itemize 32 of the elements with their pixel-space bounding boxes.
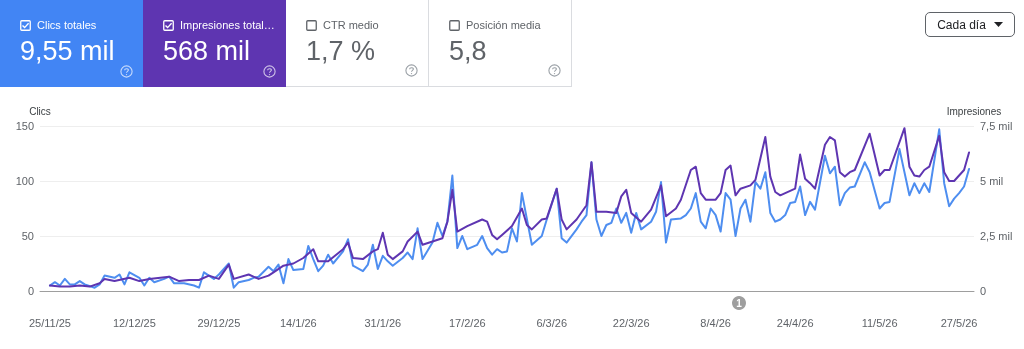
category-label: Impresiones total… bbox=[180, 19, 275, 31]
category-label: CTR medio bbox=[323, 19, 379, 31]
text: Cada día bbox=[937, 17, 986, 32]
category-label: Clics totales bbox=[37, 19, 97, 31]
x-tick-label: 6/3/26 bbox=[536, 316, 568, 329]
x-tick-label: 17/2/26 bbox=[448, 316, 486, 329]
y2-tick-label: 5 mil bbox=[980, 175, 1004, 187]
y-tick-label: 150 bbox=[15, 120, 34, 132]
text: 1,7 % bbox=[306, 36, 376, 66]
x-tick-label: 24/4/26 bbox=[776, 316, 814, 329]
text: 1 bbox=[736, 297, 743, 309]
text: 9,55 mil bbox=[20, 36, 115, 66]
x-tick-label: 29/12/25 bbox=[197, 316, 241, 329]
category-label: Posición media bbox=[466, 19, 541, 31]
x-tick-label: 8/4/26 bbox=[700, 316, 731, 329]
x-tick-label: 27/5/26 bbox=[940, 316, 978, 329]
y2-tick-label: 7,5 mil bbox=[980, 120, 1013, 132]
x-tick-label: 22/3/26 bbox=[612, 316, 650, 329]
y2-tick-label: 0 bbox=[980, 285, 987, 297]
y2-axis-title: Impresiones bbox=[946, 105, 1002, 117]
text: 5,8 bbox=[449, 36, 487, 66]
x-tick-label: 12/12/25 bbox=[112, 316, 156, 329]
x-tick-label: 11/5/26 bbox=[861, 316, 898, 329]
y-tick-label: 0 bbox=[27, 285, 34, 297]
y2-tick-label: 2,5 mil bbox=[980, 230, 1013, 242]
y-tick-label: 50 bbox=[21, 230, 34, 242]
x-tick-label: 31/1/26 bbox=[364, 316, 402, 329]
x-tick-label: 14/1/26 bbox=[279, 316, 317, 329]
text: 568 mil bbox=[163, 36, 251, 66]
y-tick-label: 100 bbox=[15, 175, 34, 187]
y-axis-title: Clics bbox=[29, 105, 51, 117]
x-tick-label: 25/11/25 bbox=[28, 316, 71, 329]
